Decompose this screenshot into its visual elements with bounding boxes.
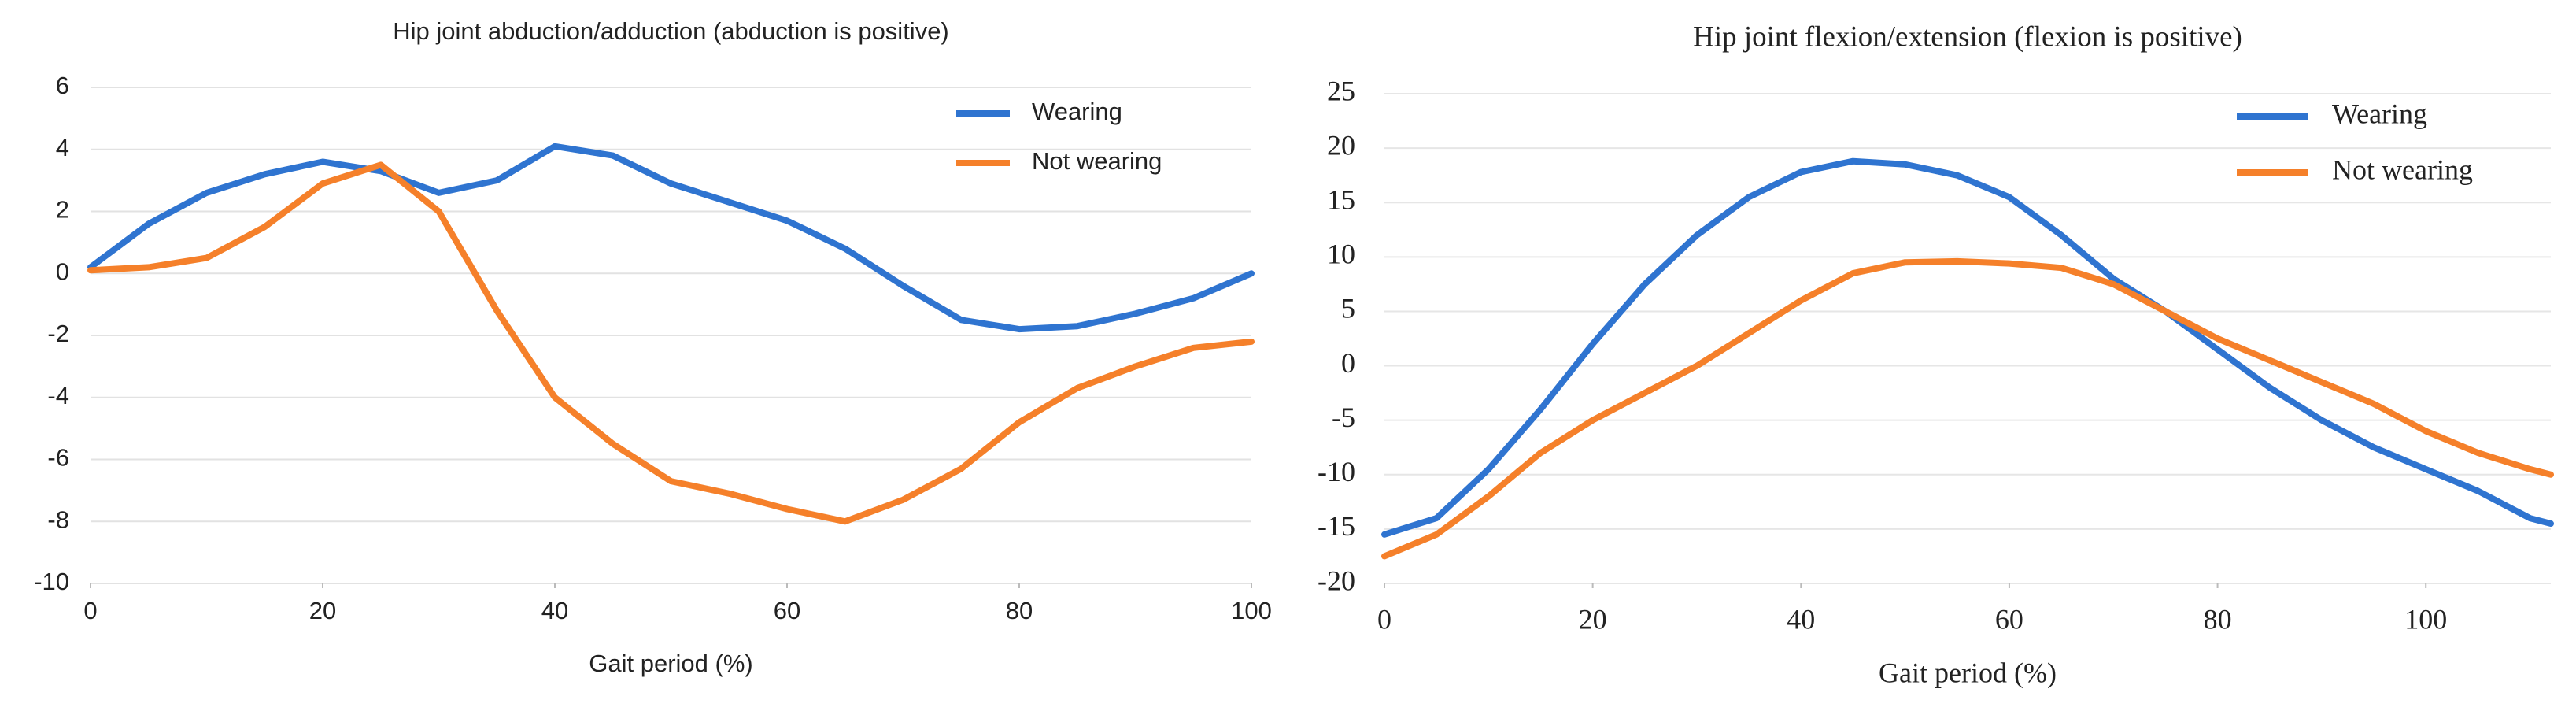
legend-label: Wearing: [2332, 98, 2427, 129]
y-tick-label: 0: [56, 257, 69, 285]
y-tick-label: -4: [47, 382, 69, 409]
series-line: [87, 143, 1255, 333]
y-tick-label: -5: [1332, 402, 1355, 433]
x-axis-title: Gait period (%): [1879, 657, 2057, 688]
y-tick-label: -10: [34, 568, 69, 595]
x-tick-label: 100: [2404, 603, 2447, 635]
y-tick-label: -6: [47, 444, 69, 472]
y-tick-label: 20: [1327, 129, 1355, 161]
x-axis-title: Gait period (%): [589, 650, 752, 677]
series-line: [87, 161, 1255, 525]
legend-label: Not wearing: [2332, 154, 2473, 185]
x-tick-label: 40: [1787, 603, 1815, 635]
x-tick-label: 20: [309, 597, 336, 624]
x-tick-label: 0: [1377, 603, 1391, 635]
x-tick-label: 60: [1995, 603, 2023, 635]
y-tick-label: -20: [1318, 565, 1355, 596]
y-tick-label: 5: [1341, 293, 1355, 324]
x-tick-label: 60: [774, 597, 800, 624]
x-tick-label: 20: [1579, 603, 1607, 635]
y-tick-label: 0: [1341, 347, 1355, 379]
legend-label: Wearing: [1032, 98, 1122, 125]
x-tick-label: 80: [2204, 603, 2232, 635]
series-line: [1381, 257, 2554, 560]
x-tick-label: 100: [1231, 597, 1272, 624]
y-tick-label: 2: [56, 196, 69, 224]
chart: Hip joint flexion/extension (flexion is …: [1318, 20, 2554, 688]
chart-title: Hip joint abduction/adduction (abduction…: [393, 17, 949, 45]
y-tick-label: 25: [1327, 75, 1355, 106]
y-tick-label: -10: [1318, 456, 1355, 487]
chart: Hip joint abduction/adduction (abduction…: [34, 17, 1272, 677]
x-tick-label: 0: [83, 597, 97, 624]
x-tick-label: 40: [541, 597, 568, 624]
series-line: [1381, 157, 2554, 538]
x-tick-label: 80: [1006, 597, 1033, 624]
legend-label: Not wearing: [1032, 147, 1162, 175]
y-tick-label: 6: [56, 72, 69, 99]
y-tick-label: 4: [56, 134, 69, 161]
y-tick-label: -15: [1318, 510, 1355, 542]
y-tick-label: 10: [1327, 239, 1355, 270]
chart-title: Hip joint flexion/extension (flexion is …: [1693, 20, 2242, 53]
y-tick-label: 15: [1327, 183, 1355, 215]
y-tick-label: -2: [47, 320, 69, 347]
y-tick-label: -8: [47, 505, 69, 533]
